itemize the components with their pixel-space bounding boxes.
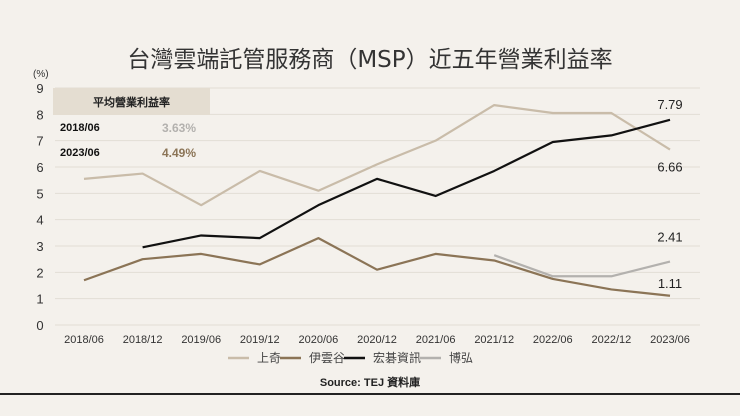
inset-header: 平均營業利益率: [53, 88, 210, 115]
series-line-伊雲谷: [83, 237, 671, 297]
x-tick-label: 2020/06: [299, 334, 339, 346]
x-tick-label: 2022/06: [533, 334, 573, 346]
y-tick-label: 6: [36, 160, 43, 175]
y-tick-label: 3: [36, 239, 43, 254]
y-axis-label: (%): [33, 69, 49, 80]
series-line-上奇: [83, 104, 671, 207]
y-tick-label: 5: [36, 186, 43, 201]
y-tick-label: 8: [36, 107, 43, 122]
x-tick-label: 2020/12: [357, 334, 397, 346]
series-line-宏碁資訊: [142, 118, 671, 249]
inset-row-value: 3.63%: [162, 121, 197, 135]
inset-row-value: 4.49%: [162, 146, 197, 160]
x-tick-label: 2022/12: [592, 334, 632, 346]
data-label: 6.66: [657, 160, 682, 175]
y-tick-label: 2: [36, 265, 43, 280]
y-tick-label: 1: [36, 292, 43, 307]
x-tick-label: 2021/12: [474, 334, 514, 346]
legend-label: 上奇: [257, 351, 281, 365]
x-tick-label: 2018/06: [64, 334, 104, 346]
data-label: 1.11: [658, 276, 682, 291]
legend-label: 伊雲谷: [309, 351, 345, 365]
series-line-博弘: [493, 254, 671, 278]
data-label: 7.79: [657, 97, 682, 112]
x-tick-label: 2019/12: [240, 334, 280, 346]
x-tick-label: 2018/12: [123, 334, 163, 346]
inset-row-label: 2018/06: [60, 122, 100, 134]
inset-row-label: 2023/06: [60, 147, 100, 159]
bottom-divider: [0, 393, 740, 395]
y-tick-label: 4: [36, 213, 43, 228]
x-tick-label: 2021/06: [416, 334, 456, 346]
chart-title: 台灣雲端託管服務商（MSP）近五年營業利益率: [127, 47, 613, 73]
x-tick-label: 2019/06: [181, 334, 221, 346]
source-note: Source: TEJ 資料庫: [319, 377, 421, 389]
legend-label: 宏碁資訊: [373, 350, 421, 365]
x-tick-label: 2023/06: [650, 334, 690, 346]
y-tick-label: 9: [36, 81, 43, 96]
y-tick-label: 0: [36, 318, 43, 333]
y-tick-label: 7: [36, 134, 43, 149]
legend-label: 博弘: [449, 350, 473, 365]
data-label: 2.41: [657, 230, 682, 245]
